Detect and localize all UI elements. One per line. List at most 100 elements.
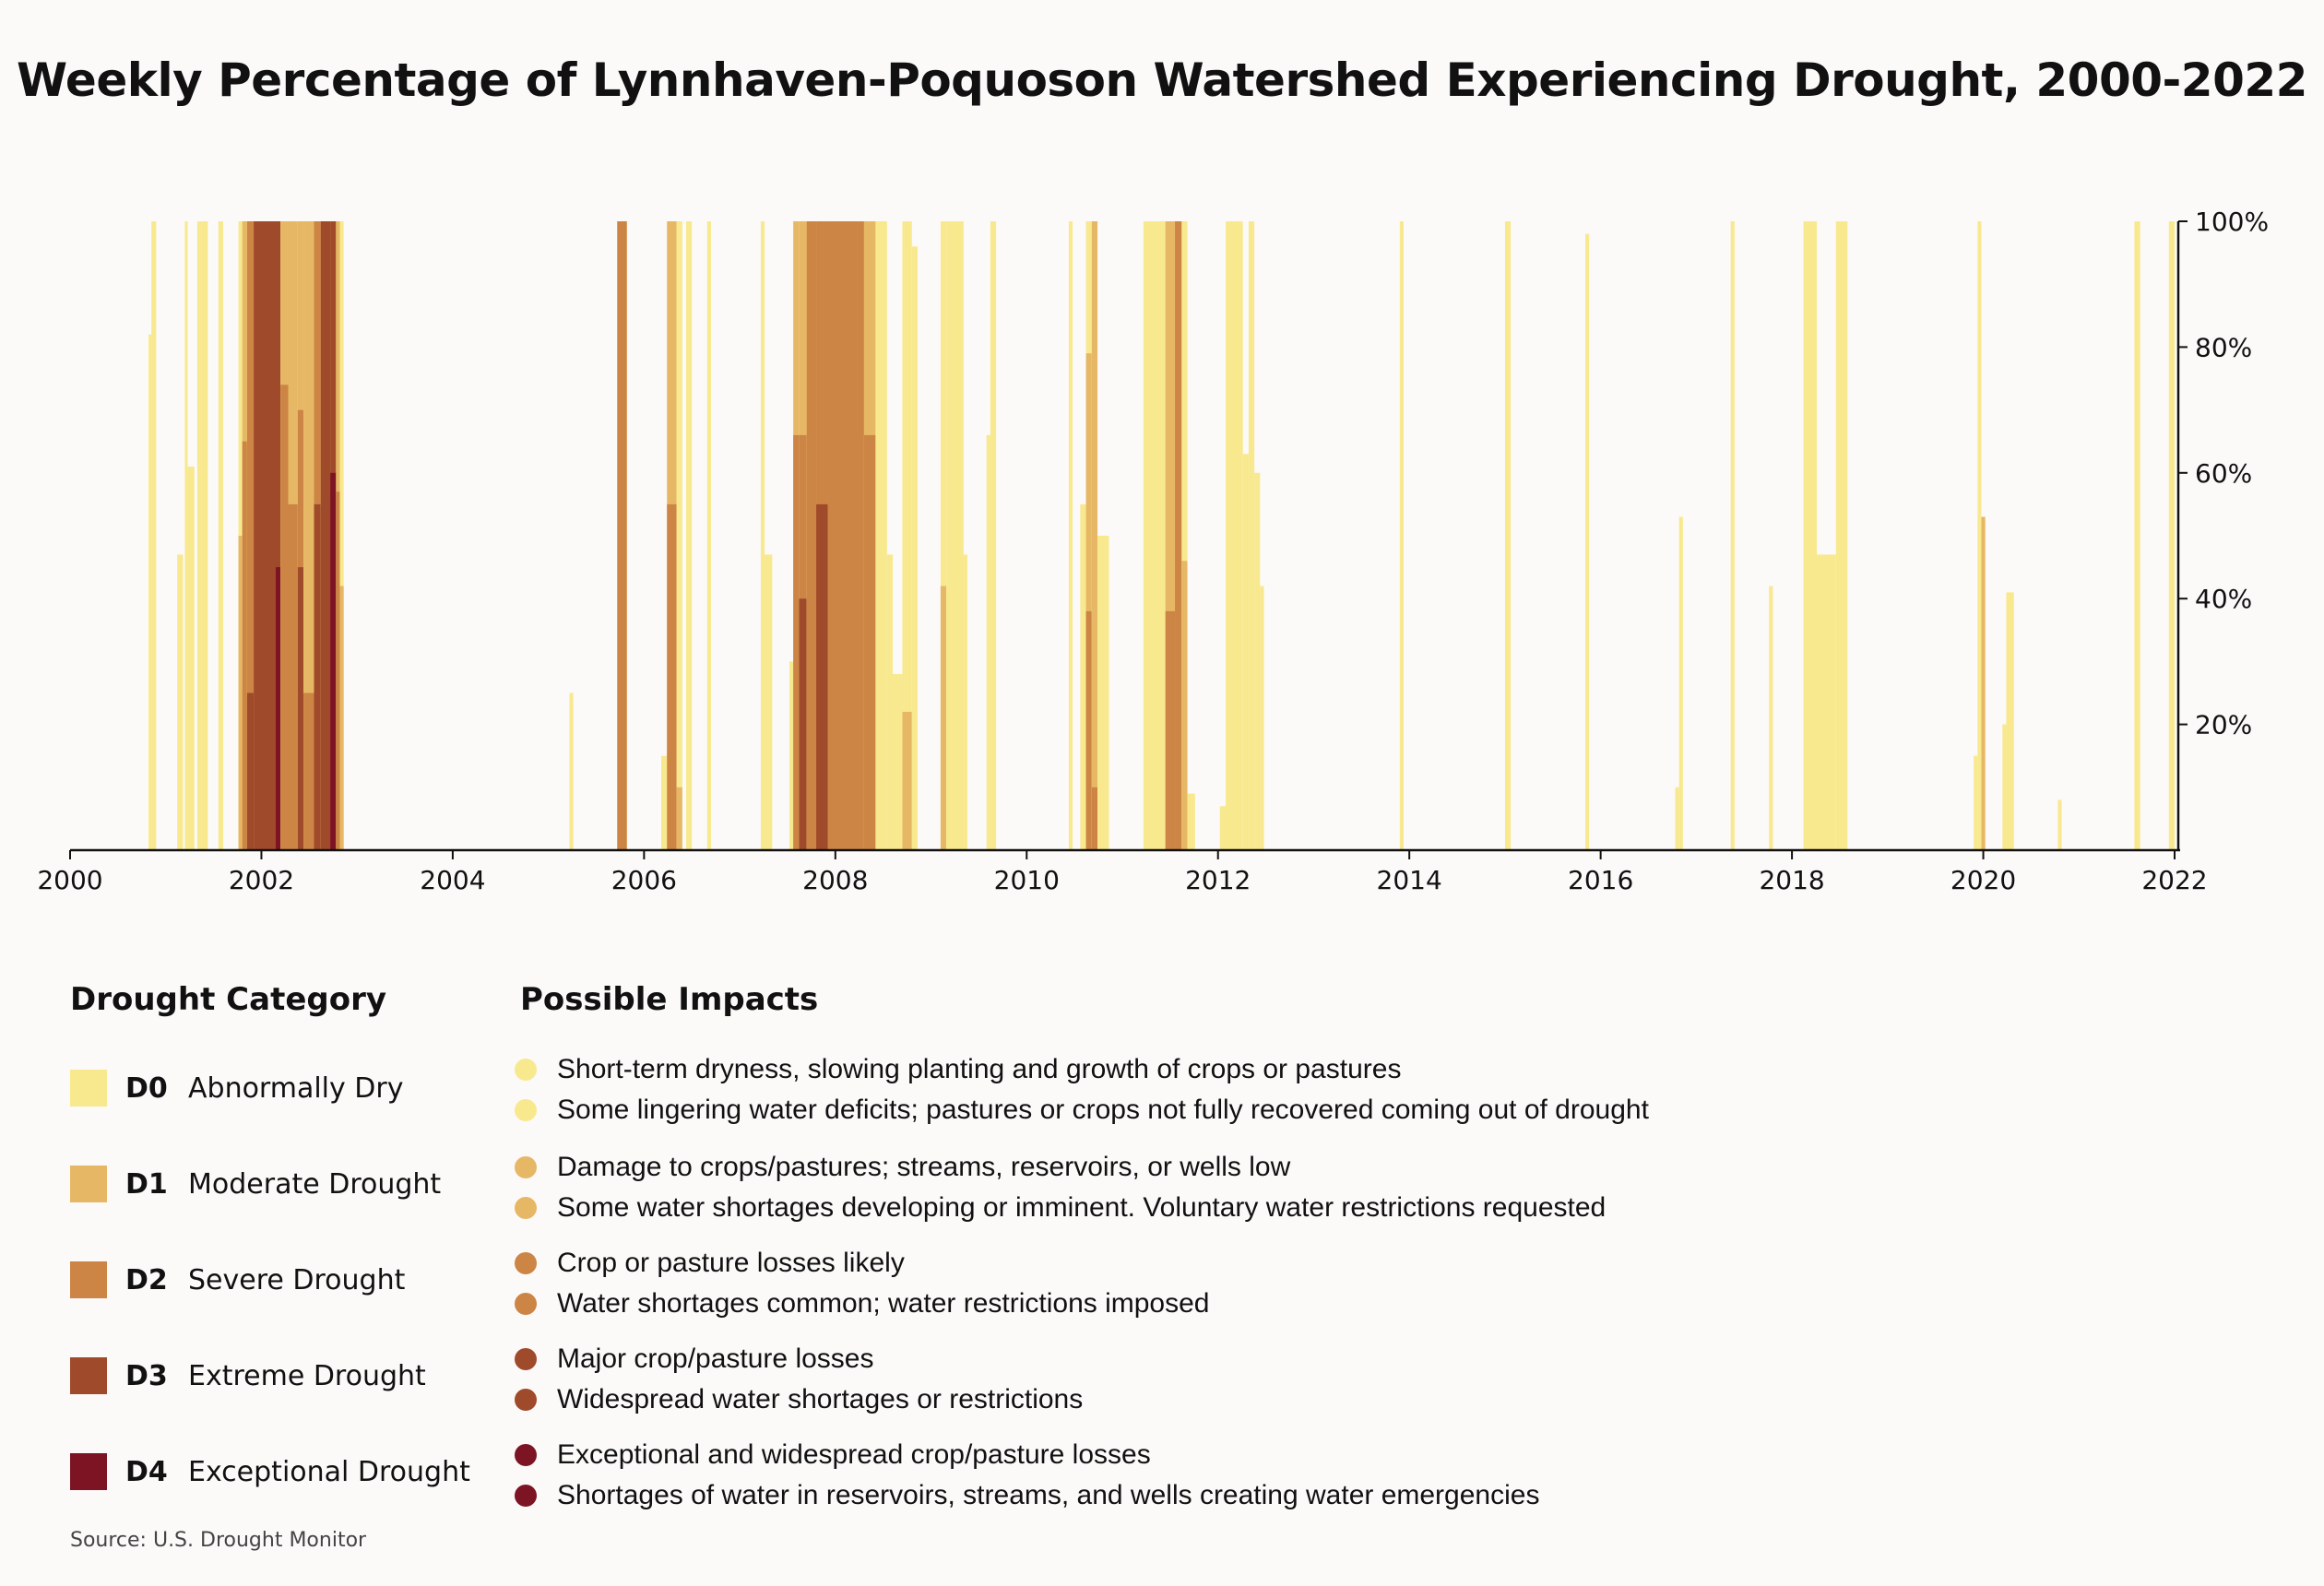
bar-d0-55 <box>1181 221 1188 850</box>
bar-d3-16 <box>314 503 321 850</box>
bar-d0-29 <box>765 554 773 850</box>
bar-d0-65 <box>1585 233 1590 850</box>
bar-d0-57 <box>1219 806 1227 850</box>
impact-d0-1: Short-term dryness, slowing planting and… <box>515 1051 1401 1088</box>
impact-text: Water shortages common; water restrictio… <box>557 1288 1210 1319</box>
d0-code: D0 <box>125 1071 168 1105</box>
legend-item-d2: D2 Severe Drought <box>70 1261 405 1298</box>
d2-label: Severe Drought <box>188 1263 406 1296</box>
bar-d0-66 <box>1675 787 1679 850</box>
bar-d3-11 <box>276 221 281 850</box>
impact-text: Some lingering water deficits; pastures … <box>557 1095 1649 1125</box>
bar-d1-20 <box>339 586 344 850</box>
d4-dot <box>515 1444 537 1466</box>
drought-chart: 2000 2002 2004 2006 2008 2010 2012 2014 2016 2018… <box>37 207 2269 895</box>
bar-d2-31 <box>793 434 800 850</box>
d2-code: D2 <box>125 1263 168 1296</box>
x-tick-label-2014: 2014 <box>1377 865 1442 895</box>
bar-d0-30 <box>789 661 794 850</box>
bar-d0-26 <box>686 221 693 850</box>
bar-d0-62 <box>1260 586 1264 850</box>
bar-d0-41 <box>911 246 919 850</box>
bar-d0-1 <box>151 221 157 850</box>
d1-label: Moderate Drought <box>188 1167 442 1201</box>
impact-text: Shortages of water in reservoirs, stream… <box>557 1480 1540 1510</box>
impact-text: Short-term dryness, slowing planting and… <box>557 1054 1402 1084</box>
bar-d0-3 <box>184 221 188 850</box>
bar-d0-76 <box>2002 724 2007 850</box>
bar-d0-71 <box>1817 554 1836 850</box>
d2-dot <box>515 1293 537 1315</box>
bar-d0-4 <box>187 466 195 850</box>
bar-d0-25 <box>676 221 682 850</box>
bar-d3-9 <box>246 692 255 850</box>
bar-d2-22 <box>617 221 627 850</box>
bar-d0-59 <box>1242 454 1249 850</box>
impact-text: Damage to crops/pastures; streams, reser… <box>557 1152 1291 1182</box>
d3-label: Extreme Drought <box>188 1359 426 1392</box>
d1-dot <box>515 1197 537 1219</box>
d0-dot <box>515 1099 537 1121</box>
bar-d2-35 <box>827 221 864 850</box>
d2-dot <box>515 1252 537 1274</box>
x-tick-label-2018: 2018 <box>1759 865 1824 895</box>
bar-d0-47 <box>1068 221 1073 850</box>
impact-text: Major crop/pasture losses <box>557 1343 874 1374</box>
bar-d0-20 <box>339 221 344 850</box>
bar-d2-8 <box>242 441 247 850</box>
y-tick-label-100: 100% <box>2195 207 2269 237</box>
legend-item-d1: D1 Moderate Drought <box>70 1166 441 1202</box>
d4-swatch <box>70 1453 107 1490</box>
bar-d0-70 <box>1803 221 1818 850</box>
bar-d3-32 <box>799 598 807 850</box>
bar-d2-50 <box>1091 787 1098 850</box>
bar-d0-72 <box>1835 221 1848 850</box>
bar-d0-69 <box>1769 586 1773 850</box>
bar-d0-37 <box>875 221 887 850</box>
impact-d2-2: Water shortages common; water restrictio… <box>515 1285 1209 1322</box>
bar-d0-48 <box>1080 503 1086 850</box>
impact-d2-1: Crop or pasture losses likely <box>515 1245 905 1282</box>
impact-text: Widespread water shortages or restrictio… <box>557 1384 1084 1414</box>
bar-d1-42 <box>940 586 947 850</box>
bar-d4-11 <box>276 567 281 850</box>
bar-d1-75 <box>1981 516 1986 850</box>
bar-d2-33 <box>806 221 817 850</box>
legend-item-d3: D3 Extreme Drought <box>70 1357 426 1394</box>
impact-text: Crop or pasture losses likely <box>557 1248 905 1278</box>
bar-d1-49 <box>1085 353 1092 851</box>
bar-d2-15 <box>303 692 314 850</box>
d4-label: Exceptional Drought <box>188 1455 470 1488</box>
d3-dot <box>515 1348 537 1370</box>
bar-d0-40 <box>902 221 912 850</box>
bar-d0-43 <box>946 221 964 850</box>
impact-d3-1: Major crop/pasture losses <box>515 1341 873 1378</box>
d4-code: D4 <box>125 1455 168 1488</box>
bar-d1-15 <box>303 221 314 850</box>
bar-d0-74 <box>1977 221 1982 850</box>
bar-d0-64 <box>1504 221 1512 850</box>
bar-d1-55 <box>1181 561 1188 850</box>
bar-d0-23 <box>661 755 668 850</box>
bar-d4-18 <box>330 472 337 850</box>
bar-d0-79 <box>2134 221 2140 850</box>
x-tick-label-2000: 2000 <box>37 865 102 895</box>
legend-item-d4: D4 Exceptional Drought <box>70 1453 470 1490</box>
drought-bars <box>148 221 2175 851</box>
bar-d1-7 <box>238 536 243 850</box>
x-tick-label-2008: 2008 <box>802 865 868 895</box>
y-tick-label-40: 40% <box>2195 584 2252 614</box>
impact-d3-2: Widespread water shortages or restrictio… <box>515 1381 1083 1418</box>
x-tick-label-2004: 2004 <box>420 865 485 895</box>
impact-d1-1: Damage to crops/pastures; streams, reser… <box>515 1149 1290 1186</box>
bar-d0-5 <box>196 221 208 850</box>
bar-d0-44 <box>963 554 967 850</box>
impact-d0-2: Some lingering water deficits; pastures … <box>515 1092 1649 1129</box>
bar-d2-36 <box>863 434 876 850</box>
bar-d0-78 <box>2057 799 2062 850</box>
bar-d0-60 <box>1248 221 1255 850</box>
bar-d2-54 <box>1175 221 1182 850</box>
bar-d0-58 <box>1226 221 1243 850</box>
d2-swatch <box>70 1261 107 1298</box>
bar-d0-67 <box>1678 516 1683 850</box>
